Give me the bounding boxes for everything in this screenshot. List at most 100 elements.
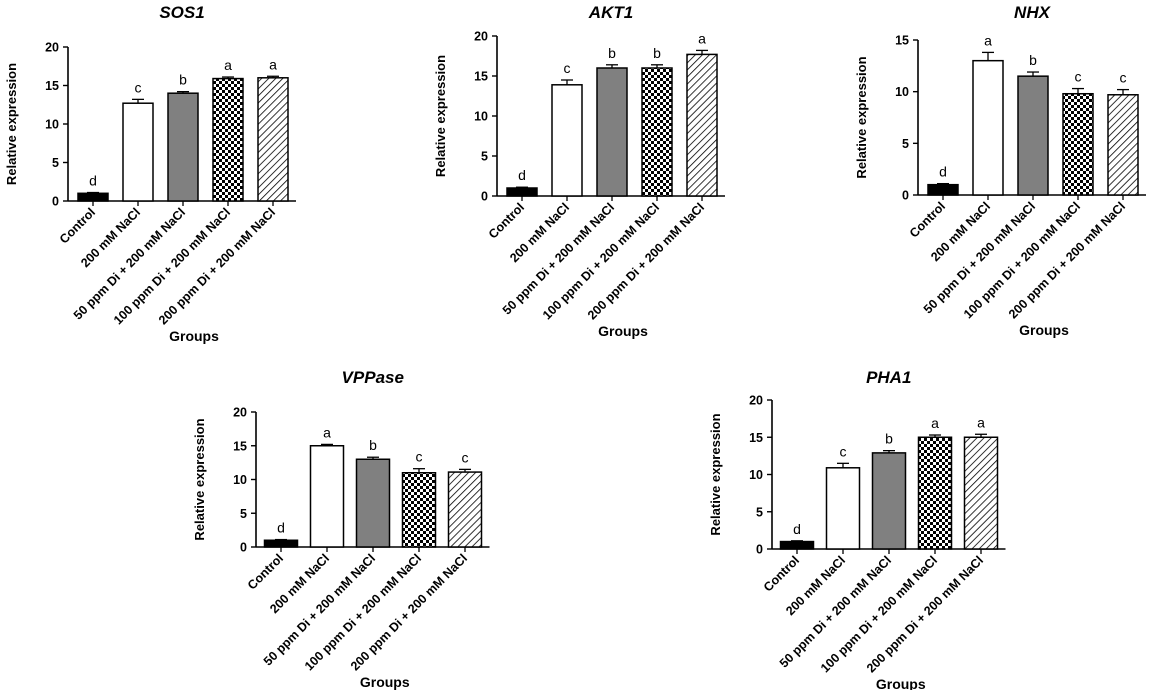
significance-letter: a	[977, 414, 985, 430]
bar	[596, 67, 628, 197]
bar	[871, 452, 907, 550]
bar	[641, 67, 673, 197]
y-tick-label: 5	[902, 137, 909, 151]
significance-letter: d	[793, 521, 801, 537]
x-axis-label: Groups	[169, 328, 219, 344]
significance-letter: c	[1120, 70, 1127, 86]
significance-letter: c	[416, 449, 423, 465]
bar	[963, 436, 999, 550]
bar	[506, 187, 538, 197]
bar	[551, 84, 583, 197]
x-axis-label: Groups	[1019, 322, 1069, 338]
bar	[355, 458, 391, 548]
bar	[825, 467, 861, 550]
chart-title: NHX	[1014, 3, 1052, 22]
y-tick-label: 0	[756, 543, 763, 557]
chart-title: SOS1	[159, 3, 204, 22]
category-label: Control	[57, 205, 98, 246]
bar	[972, 59, 1004, 196]
y-tick-label: 20	[233, 406, 247, 420]
bar	[1017, 75, 1049, 196]
y-axis-label: Relative expression	[708, 413, 723, 535]
y-tick-label: 10	[749, 468, 763, 482]
bar	[77, 192, 109, 202]
x-axis-label: Groups	[598, 323, 648, 339]
y-tick-label: 15	[749, 431, 763, 445]
chart-akt1: AKT1 0 5 10 15 20 Relative expression d Control c…	[433, 3, 725, 339]
significance-letter: a	[984, 32, 992, 48]
significance-letter: c	[1075, 69, 1082, 85]
bar	[1062, 92, 1094, 196]
chart-title: AKT1	[588, 3, 633, 22]
y-tick-label: 10	[45, 118, 59, 132]
bar	[401, 472, 437, 548]
bar	[917, 436, 953, 550]
chart-title: PHA1	[866, 368, 911, 387]
bar	[1107, 94, 1139, 196]
significance-letter: a	[931, 415, 939, 431]
bar	[212, 77, 244, 202]
y-tick-label: 15	[474, 70, 488, 84]
significance-letter: c	[462, 449, 469, 465]
significance-letter: d	[277, 520, 285, 536]
y-tick-label: 0	[52, 195, 59, 209]
y-tick-label: 20	[45, 41, 59, 55]
y-tick-label: 5	[756, 505, 763, 519]
chart-title: VPPase	[342, 368, 404, 387]
significance-letter: a	[224, 57, 232, 73]
y-tick-label: 15	[45, 79, 59, 93]
significance-letter: a	[269, 56, 277, 72]
y-axis-label: Relative expression	[854, 56, 869, 178]
x-axis-label: Groups	[360, 674, 410, 690]
significance-letter: d	[518, 167, 526, 183]
significance-letter: d	[89, 173, 97, 189]
significance-letter: b	[369, 437, 377, 453]
significance-letter: c	[135, 79, 142, 95]
y-tick-label: 15	[233, 439, 247, 453]
bar	[257, 77, 289, 202]
significance-letter: d	[939, 164, 947, 180]
bar	[122, 102, 154, 202]
y-tick-label: 0	[240, 541, 247, 555]
significance-letter: c	[840, 443, 847, 459]
significance-letter: b	[653, 45, 661, 61]
y-axis-label: Relative expression	[433, 55, 448, 177]
significance-letter: b	[179, 72, 187, 88]
bar	[167, 92, 199, 202]
y-tick-label: 20	[749, 394, 763, 408]
y-tick-label: 5	[481, 150, 488, 164]
chart-vppase: VPPase 0 5 10 15 20 Relative expression d Contro…	[192, 368, 490, 690]
y-tick-label: 5	[52, 156, 59, 170]
y-axis-label: Relative expression	[192, 418, 207, 540]
bar	[263, 539, 299, 548]
significance-letter: b	[1029, 52, 1037, 68]
y-tick-label: 5	[240, 507, 247, 521]
category-label: Control	[486, 200, 527, 241]
y-tick-label: 20	[474, 30, 488, 44]
y-tick-label: 10	[233, 473, 247, 487]
y-tick-label: 0	[902, 189, 909, 203]
category-label: Control	[761, 553, 802, 594]
significance-letter: c	[564, 60, 571, 76]
category-label: Control	[907, 199, 948, 240]
significance-letter: a	[698, 30, 706, 46]
x-axis-label: Groups	[876, 676, 926, 690]
y-axis-label: Relative expression	[4, 63, 19, 185]
significance-letter: b	[885, 431, 893, 447]
bar	[309, 445, 345, 548]
chart-pha1: PHA1 0 5 10 15 20 Relative expression d Control c…	[708, 368, 1006, 690]
category-label: Control	[245, 551, 286, 592]
bar	[686, 53, 718, 197]
chart-sos1: SOS1 0 5 10 15 20 Relative expression d Control c…	[4, 3, 296, 344]
significance-letter: b	[608, 45, 616, 61]
bar	[927, 183, 959, 196]
y-tick-label: 15	[895, 34, 909, 48]
bar	[779, 540, 815, 550]
y-tick-label: 10	[474, 110, 488, 124]
y-tick-label: 10	[895, 85, 909, 99]
bar	[447, 471, 483, 548]
y-tick-label: 0	[481, 190, 488, 204]
significance-letter: a	[323, 424, 331, 440]
